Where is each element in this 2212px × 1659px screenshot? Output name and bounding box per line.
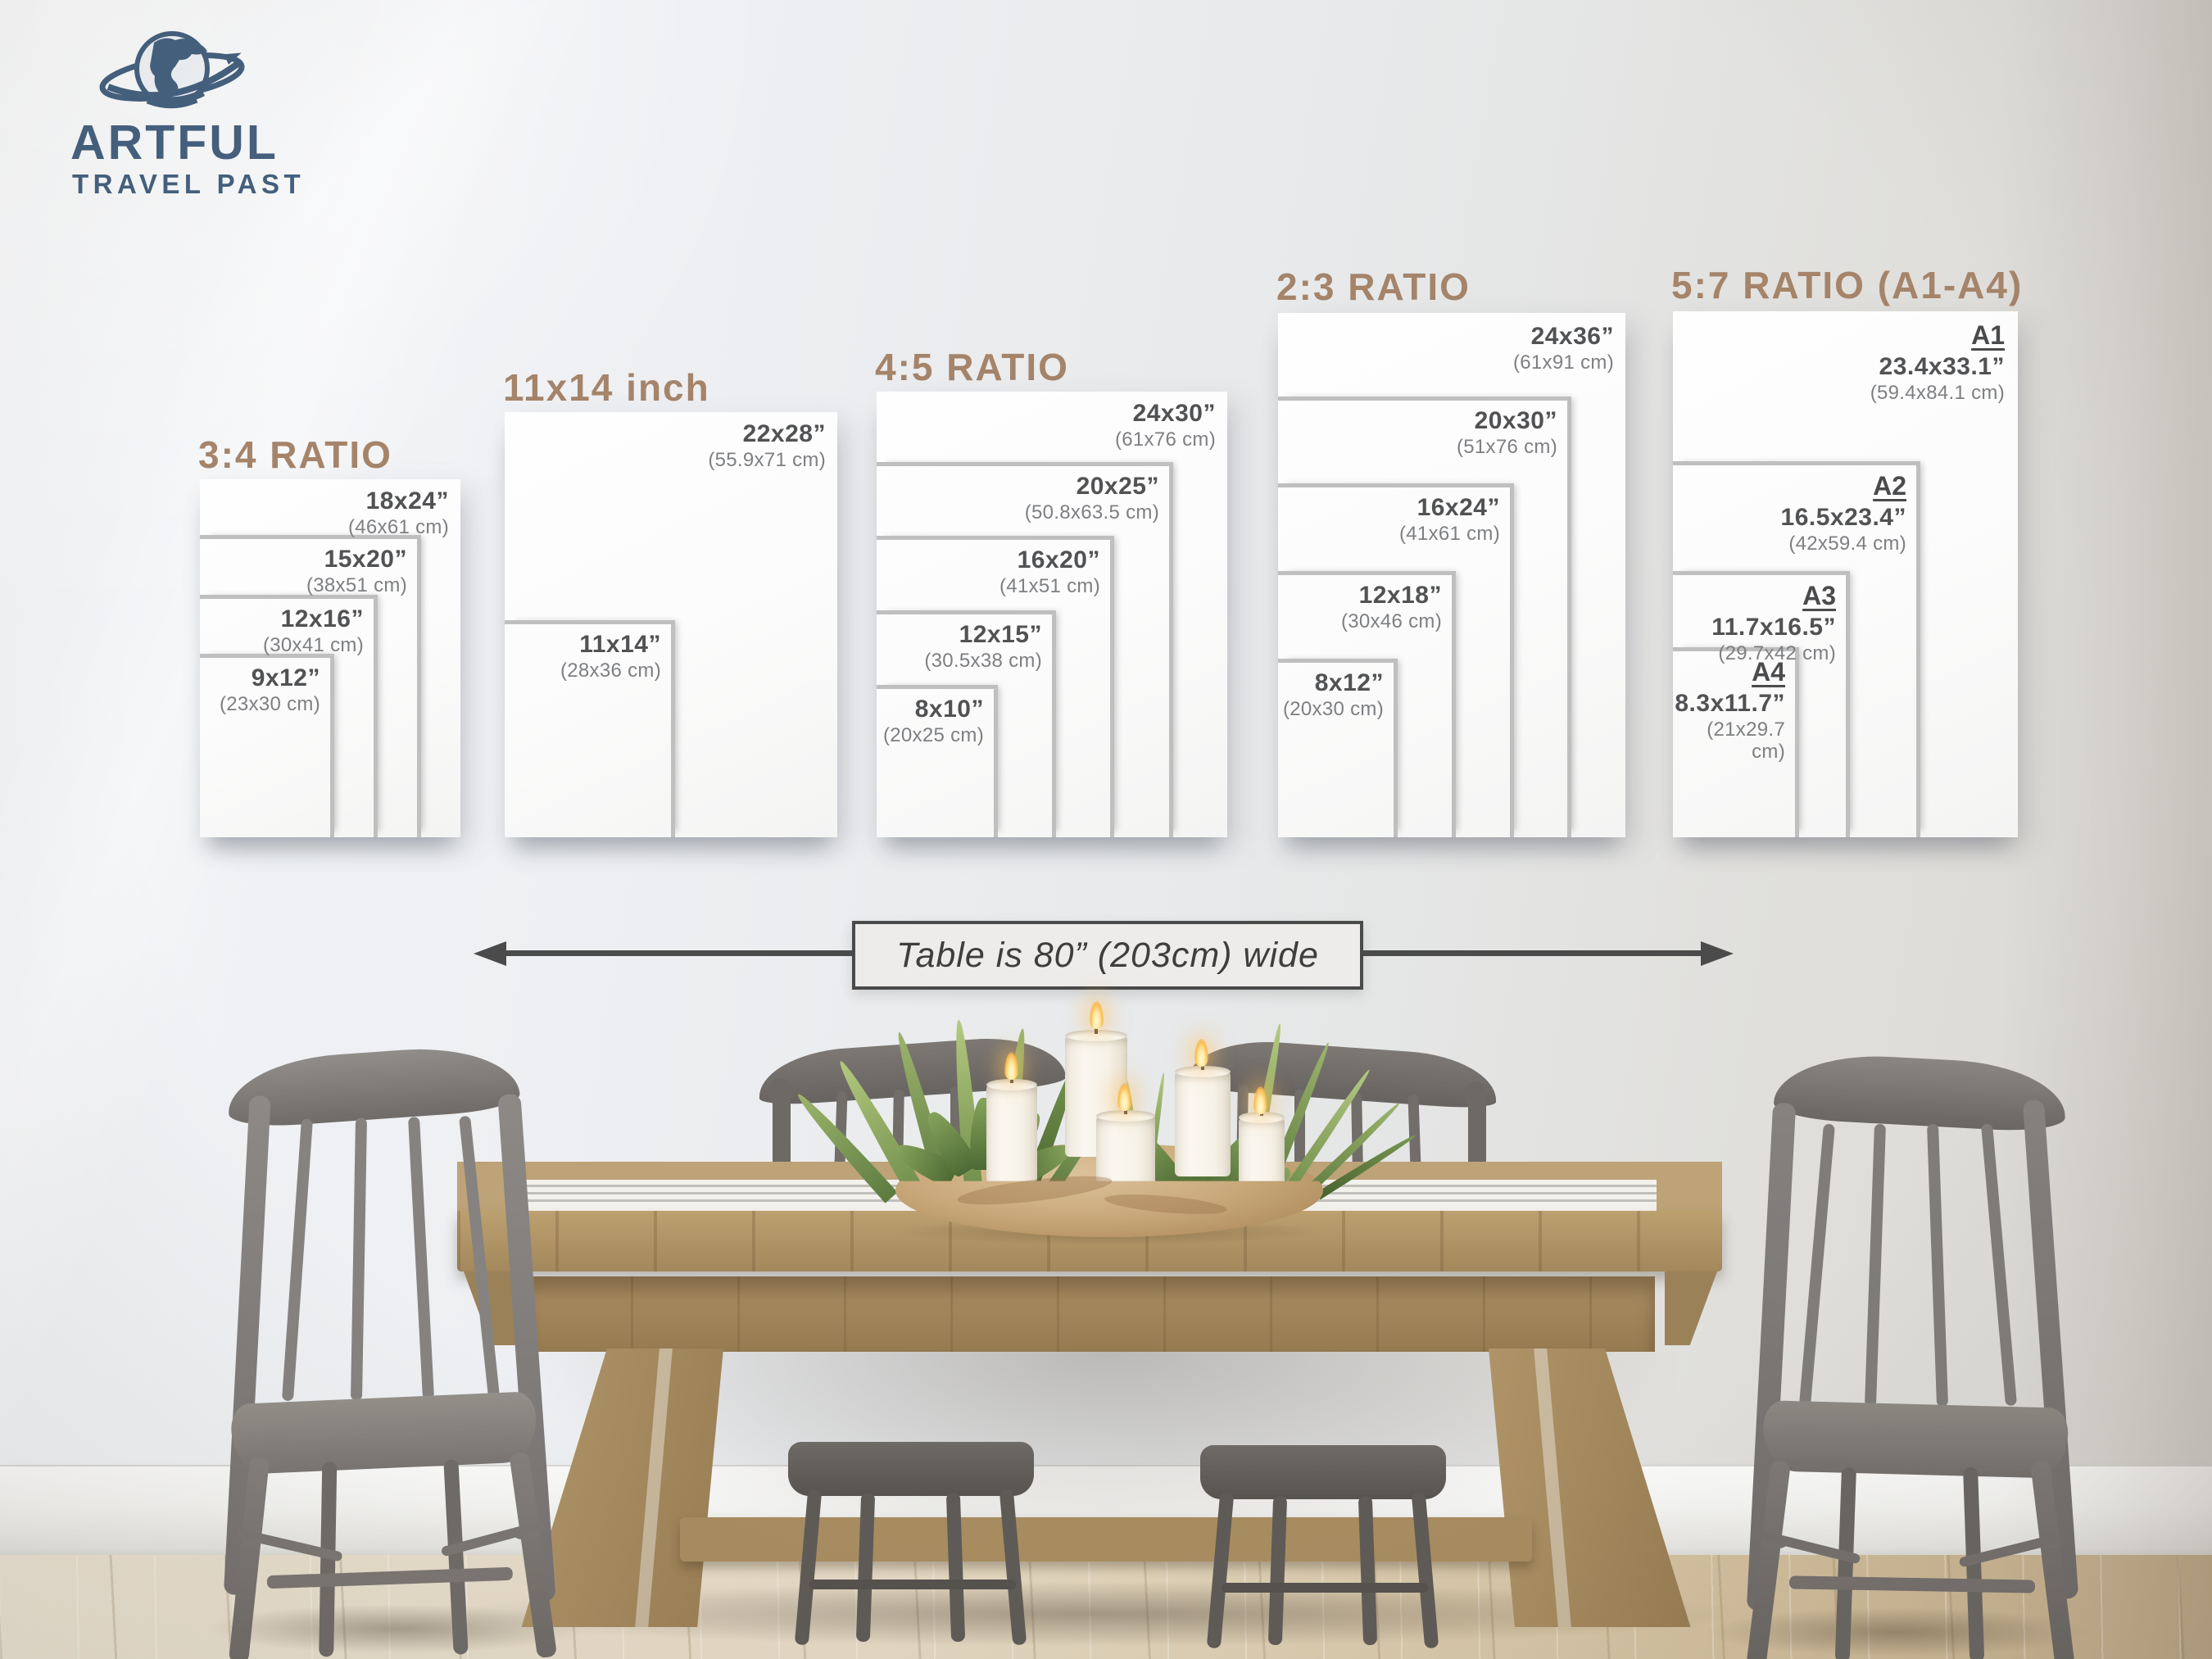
size-group-3-4: 18x24” (46x61 cm) 15x20” (38x51 cm) 12x16”… bbox=[200, 479, 460, 837]
size-rect-8x10 bbox=[877, 685, 998, 837]
group-title-11x14: 11x14 inch bbox=[503, 366, 710, 409]
arrow-left-icon bbox=[474, 941, 506, 966]
wall-shade-right bbox=[1999, 0, 2212, 1659]
size-rect-9x12 bbox=[200, 654, 334, 837]
size-label-24x30: 24x30” (61x76 cm) bbox=[1114, 400, 1216, 451]
size-group-4-5: 24x30” (61x76 cm) 20x25” (50.8x63.5 cm) 16… bbox=[877, 392, 1227, 837]
size-rect-a4 bbox=[1673, 647, 1799, 837]
table-apron bbox=[524, 1276, 1655, 1352]
size-rect-a3 bbox=[1673, 571, 1850, 837]
table-width-note-text: Table is 80” (203cm) wide bbox=[896, 935, 1319, 975]
size-label-8x12: 8x12” (20x30 cm) bbox=[1282, 669, 1384, 720]
size-group-2-3: 24x36” (61x91 cm) 20x30” (51x76 cm) 16x24”… bbox=[1278, 313, 1625, 837]
back-right-chair-under bbox=[1192, 1388, 1454, 1649]
size-label-18x24: 18x24” (46x61 cm) bbox=[347, 487, 449, 538]
size-label-24x36: 24x36” (61x91 cm) bbox=[1512, 323, 1614, 374]
table-width-note: Table is 80” (203cm) wide bbox=[852, 921, 1363, 990]
size-label-15x20: 15x20” (38x51 cm) bbox=[306, 546, 407, 596]
size-label-12x15: 12x15” (30.5x38 cm) bbox=[924, 621, 1042, 672]
size-label-a4: A4 8.3x11.7” (21x29.7 cm) bbox=[1675, 657, 1785, 763]
front-left-chair bbox=[204, 1041, 575, 1659]
size-label-12x16: 12x16” (30x41 cm) bbox=[262, 605, 364, 656]
size-group-5-7: A1 23.4x33.1” (59.4x84.1 cm) A2 16.5x23.4… bbox=[1673, 311, 2018, 837]
candle bbox=[986, 1079, 1037, 1183]
size-rect-12x16 bbox=[200, 595, 378, 837]
brand-logo: ARTFUL TRAVEL PAST bbox=[66, 20, 360, 199]
group-title-5-7: 5:7 RATIO (A1-A4) bbox=[1671, 264, 2024, 306]
table-centerpiece bbox=[791, 1001, 1418, 1252]
table-stretcher bbox=[680, 1517, 1532, 1562]
size-label-16x24: 16x24” (41x61 cm) bbox=[1398, 494, 1500, 545]
size-rect-11x14 bbox=[505, 620, 675, 837]
candle-flame bbox=[1253, 1086, 1267, 1114]
left-chair-floor-shadow bbox=[205, 1604, 590, 1653]
size-rect-a2 bbox=[1673, 461, 1920, 837]
size-group-11x14: 22x28” (55.9x71 cm) 11x14” (28x36 cm) bbox=[505, 412, 837, 837]
size-label-a3: A3 11.7x16.5” (29.7x42 cm) bbox=[1711, 581, 1836, 665]
size-label-a1: A1 23.4x33.1” (59.4x84.1 cm) bbox=[1870, 320, 2005, 405]
size-rect-16x20 bbox=[877, 536, 1114, 837]
brand-name-line1: ARTFUL bbox=[70, 116, 279, 170]
size-label-a2: A2 16.5x23.4” (42x59.4 cm) bbox=[1780, 471, 1906, 555]
size-rect-12x15 bbox=[877, 610, 1056, 837]
size-label-20x25: 20x25” (50.8x63.5 cm) bbox=[1024, 473, 1159, 524]
size-label-8x10: 8x10” (20x25 cm) bbox=[882, 696, 984, 746]
globe-orbit-icon bbox=[99, 31, 245, 109]
front-right-chair bbox=[1729, 1050, 2089, 1659]
candle-flame bbox=[1194, 1039, 1208, 1067]
brand-name-line2: TRAVEL PAST bbox=[72, 169, 306, 199]
size-label-16x20: 16x20” (41x51 cm) bbox=[999, 546, 1100, 597]
size-rect-20x30 bbox=[1278, 397, 1571, 837]
size-label-20x30: 20x30” (51x76 cm) bbox=[1456, 407, 1557, 458]
size-label-22x28: 22x28” (55.9x71 cm) bbox=[708, 420, 826, 471]
size-label-11x14: 11x14” (28x36 cm) bbox=[560, 631, 661, 682]
candle-flame bbox=[1117, 1083, 1131, 1111]
size-rect-8x12 bbox=[1278, 659, 1398, 837]
size-label-12x18: 12x18” (30x46 cm) bbox=[1340, 582, 1442, 632]
size-rect-20x25 bbox=[877, 462, 1173, 837]
candle-flame bbox=[1090, 1001, 1104, 1029]
candle-flame bbox=[1004, 1052, 1018, 1080]
size-label-9x12: 9x12” (23x30 cm) bbox=[219, 664, 320, 715]
arrow-right-icon bbox=[1701, 941, 1734, 966]
table-bracket-right bbox=[1665, 1271, 1717, 1345]
size-rect-12x18 bbox=[1278, 571, 1456, 837]
size-rect-15x20 bbox=[200, 535, 421, 837]
candle bbox=[1175, 1066, 1231, 1176]
group-title-4-5: 4:5 RATIO bbox=[875, 346, 1069, 388]
group-title-2-3: 2:3 RATIO bbox=[1276, 265, 1471, 308]
back-left-chair-under bbox=[780, 1385, 1042, 1646]
size-rect-16x24 bbox=[1278, 483, 1514, 837]
candle bbox=[1239, 1112, 1285, 1193]
group-title-3-4: 3:4 RATIO bbox=[198, 433, 392, 476]
